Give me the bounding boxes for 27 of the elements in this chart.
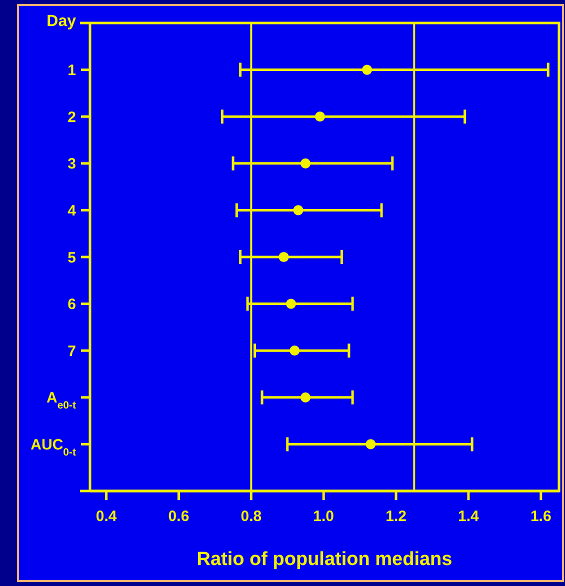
point (300, 392, 311, 402)
y-tick-label: 5 (68, 249, 76, 266)
y-axis-title: Day (46, 13, 76, 30)
x-axis-title: Ratio of population medians (196, 549, 452, 570)
y-tick-label: 6 (68, 296, 76, 314)
point (290, 346, 300, 356)
point (366, 439, 376, 450)
y-tick-label: AUC$_{0-t}$ (30, 436, 76, 458)
point (286, 298, 296, 309)
point (314, 112, 326, 122)
y-tick-label: A$_{e0-t}$ (46, 390, 76, 412)
x-tick-label: 0.4 (96, 508, 118, 525)
x-tick-label: 1.4 (458, 508, 480, 525)
point (300, 158, 311, 168)
y-tick-label: 1 (68, 62, 76, 80)
y-tick-label: 3 (68, 156, 76, 173)
y-tick-label: 7 (68, 342, 76, 360)
x-tick-label: 1.2 (386, 508, 406, 525)
x-tick-label: 1.0 (313, 508, 334, 525)
point (293, 205, 304, 216)
x-tick-label: 0.6 (168, 508, 190, 525)
point (278, 252, 289, 262)
x-tick-label: 0.8 (240, 508, 262, 525)
point (362, 64, 372, 75)
x-tick-label: 1.6 (530, 508, 552, 525)
y-tick-label: 4 (68, 202, 77, 220)
y-tick-label: 2 (68, 108, 76, 126)
